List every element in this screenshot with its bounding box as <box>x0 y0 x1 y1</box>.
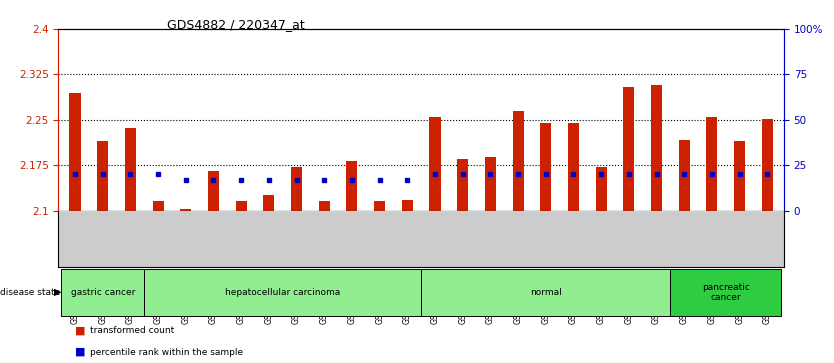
Bar <box>734 141 746 211</box>
Text: ■: ■ <box>75 347 86 357</box>
Bar <box>623 86 635 211</box>
FancyBboxPatch shape <box>61 269 144 316</box>
Bar <box>97 141 108 211</box>
Text: GDS4882 / 220347_at: GDS4882 / 220347_at <box>167 18 305 31</box>
Bar <box>402 200 413 211</box>
Text: ▶: ▶ <box>54 287 62 297</box>
Bar <box>540 123 551 211</box>
Text: pancreatic
cancer: pancreatic cancer <box>702 282 750 302</box>
Text: gastric cancer: gastric cancer <box>71 288 135 297</box>
Bar <box>291 167 302 211</box>
Bar <box>568 123 579 211</box>
FancyBboxPatch shape <box>671 269 781 316</box>
Text: percentile rank within the sample: percentile rank within the sample <box>90 348 244 356</box>
Bar <box>346 161 358 211</box>
Text: ■: ■ <box>75 325 86 335</box>
Bar <box>319 201 329 211</box>
Bar <box>153 201 163 211</box>
Bar <box>430 117 440 211</box>
Text: disease state: disease state <box>0 288 60 297</box>
Bar <box>125 128 136 211</box>
Bar <box>513 111 524 211</box>
Text: normal: normal <box>530 288 561 297</box>
FancyBboxPatch shape <box>421 269 671 316</box>
Bar <box>485 157 496 211</box>
Bar <box>761 119 773 211</box>
Bar <box>457 159 468 211</box>
Bar <box>651 85 662 211</box>
Bar <box>595 167 606 211</box>
Text: hepatocellular carcinoma: hepatocellular carcinoma <box>225 288 340 297</box>
Bar <box>706 117 717 211</box>
Text: transformed count: transformed count <box>90 326 174 335</box>
Bar <box>264 195 274 211</box>
Bar <box>180 209 191 211</box>
Bar <box>208 171 219 211</box>
Bar <box>69 93 81 211</box>
Bar <box>236 201 247 211</box>
FancyBboxPatch shape <box>144 269 421 316</box>
Bar <box>374 201 385 211</box>
Bar <box>679 140 690 211</box>
